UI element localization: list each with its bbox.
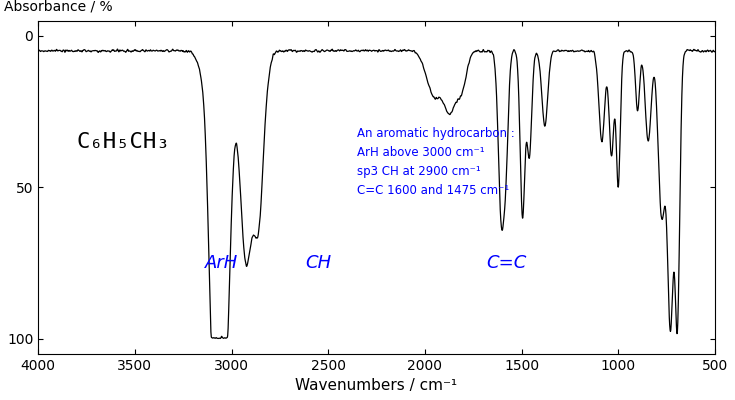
Text: C₆H₅CH₃: C₆H₅CH₃ xyxy=(77,132,171,152)
Y-axis label: Absorbance / %: Absorbance / % xyxy=(4,0,113,14)
Text: An aromatic hydrocarbon :
ArH above 3000 cm⁻¹
sp3 CH at 2900 cm⁻¹
C=C 1600 and 1: An aromatic hydrocarbon : ArH above 3000… xyxy=(357,126,515,196)
X-axis label: Wavenumbers / cm⁻¹: Wavenumbers / cm⁻¹ xyxy=(295,378,458,393)
Text: CH: CH xyxy=(306,254,331,272)
Text: ArH: ArH xyxy=(205,254,238,272)
Text: C=C: C=C xyxy=(486,254,526,272)
